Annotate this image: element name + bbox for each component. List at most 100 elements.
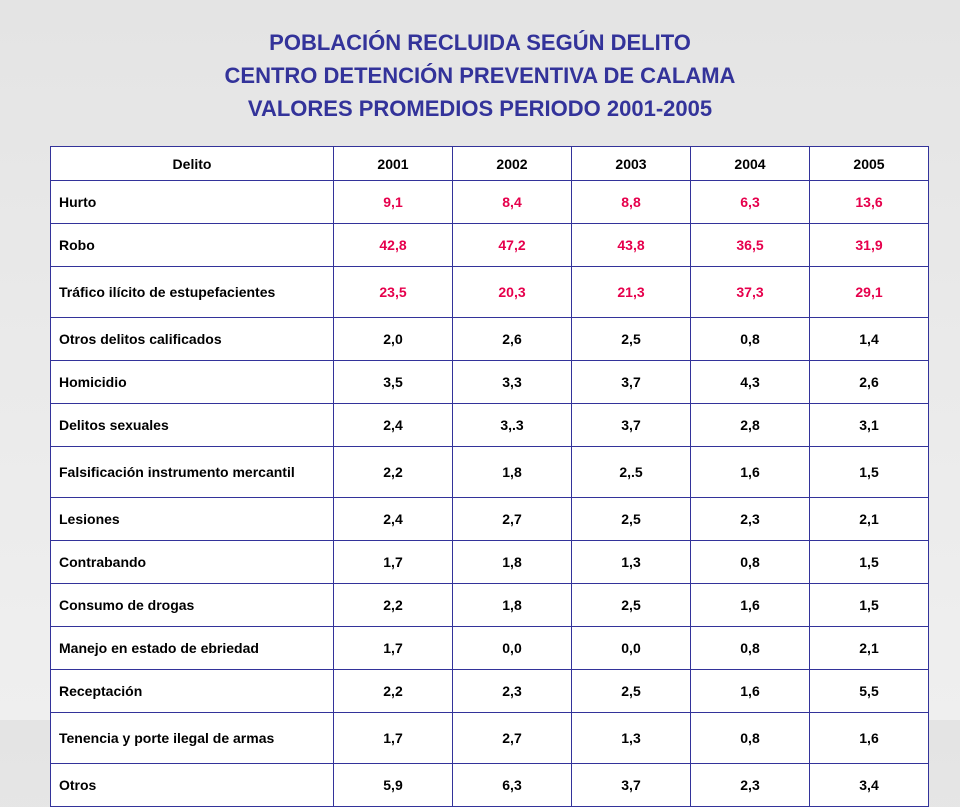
cell-value: 3,4 [809, 763, 929, 807]
table-row: Lesiones 2,4 2,7 2,5 2,3 2,1 [50, 497, 929, 541]
cell-value: 2,2 [333, 669, 453, 713]
cell-value: 2,5 [571, 669, 691, 713]
row-label: Homicidio [50, 360, 334, 404]
cell-value: 2,3 [690, 763, 810, 807]
row-label: Otros [50, 763, 334, 807]
table-row: Robo 42,8 47,2 43,8 36,5 31,9 [50, 223, 929, 267]
cell-value: 3,3 [452, 360, 572, 404]
cell-value: 1,3 [571, 540, 691, 584]
cell-value: 1,6 [690, 446, 810, 498]
row-label: Otros delitos calificados [50, 317, 334, 361]
header-2004: 2004 [690, 146, 810, 181]
row-label: Lesiones [50, 497, 334, 541]
cell-value: 2,5 [571, 497, 691, 541]
row-label: Hurto [50, 180, 334, 224]
cell-value: 2,4 [333, 403, 453, 447]
row-label: Consumo de drogas [50, 583, 334, 627]
table-row: Delitos sexuales 2,4 3,.3 3,7 2,8 3,1 [50, 403, 929, 447]
cell-value: 4,3 [690, 360, 810, 404]
header-2005: 2005 [809, 146, 929, 181]
table-row: Tenencia y porte ilegal de armas 1,7 2,7 1,… [50, 712, 929, 764]
cell-value: 0,0 [452, 626, 572, 670]
cell-value: 1,6 [809, 712, 929, 764]
cell-value: 43,8 [571, 223, 691, 267]
table-row: Falsificación instrumento mercantil 2,2 1,… [50, 446, 929, 498]
cell-value: 2,5 [571, 317, 691, 361]
header-2001: 2001 [333, 146, 453, 181]
cell-value: 1,8 [452, 540, 572, 584]
title-line-3: VALORES PROMEDIOS PERIODO 2001-2005 [247, 96, 713, 121]
cell-value: 2,5 [571, 583, 691, 627]
cell-value: 47,2 [452, 223, 572, 267]
row-label: Tenencia y porte ilegal de armas [50, 712, 334, 764]
cell-value: 23,5 [333, 266, 453, 318]
cell-value: 42,8 [333, 223, 453, 267]
cell-value: 6,3 [452, 763, 572, 807]
cell-value: 0,8 [690, 712, 810, 764]
cell-value: 8,4 [452, 180, 572, 224]
cell-value: 6,3 [690, 180, 810, 224]
cell-value: 9,1 [333, 180, 453, 224]
row-label: Manejo en estado de ebriedad [50, 626, 334, 670]
row-label: Contrabando [50, 540, 334, 584]
cell-value: 2,3 [452, 669, 572, 713]
cell-value: 1,4 [809, 317, 929, 361]
cell-value: 1,5 [809, 446, 929, 498]
header-2003: 2003 [571, 146, 691, 181]
cell-value: 36,5 [690, 223, 810, 267]
cell-value: 2,7 [452, 712, 572, 764]
cell-value: 1,5 [809, 540, 929, 584]
cell-value: 3,7 [571, 763, 691, 807]
cell-value: 2,6 [452, 317, 572, 361]
cell-value: 2,.5 [571, 446, 691, 498]
cell-value: 0,8 [690, 626, 810, 670]
cell-value: 0,0 [571, 626, 691, 670]
cell-value: 1,7 [333, 626, 453, 670]
cell-value: 2,0 [333, 317, 453, 361]
table-row: Otros delitos calificados 2,0 2,6 2,5 0,8 1,4 [50, 317, 929, 361]
table-row: Hurto 9,1 8,4 8,8 6,3 13,6 [50, 180, 929, 224]
crime-table: Delito 2001 2002 2003 2004 2005 Hurto 9,1… [50, 146, 929, 807]
cell-value: 8,8 [571, 180, 691, 224]
cell-value: 2,1 [809, 497, 929, 541]
cell-value: 1,5 [809, 583, 929, 627]
slide-title: POBLACIÓN RECLUIDA SEGÚN DELITO CENTRO D… [0, 26, 960, 125]
cell-value: 2,3 [690, 497, 810, 541]
title-line-1: POBLACIÓN RECLUIDA SEGÚN DELITO [269, 30, 691, 55]
table-row: Manejo en estado de ebriedad 1,7 0,0 0,0 0,8… [50, 626, 929, 670]
table-row: Receptación 2,2 2,3 2,5 1,6 5,5 [50, 669, 929, 713]
cell-value: 1,8 [452, 583, 572, 627]
cell-value: 1,7 [333, 540, 453, 584]
header-2002: 2002 [452, 146, 572, 181]
cell-value: 2,8 [690, 403, 810, 447]
cell-value: 3,5 [333, 360, 453, 404]
cell-value: 2,2 [333, 446, 453, 498]
cell-value: 29,1 [809, 266, 929, 318]
cell-value: 3,.3 [452, 403, 572, 447]
cell-value: 1,7 [333, 712, 453, 764]
cell-value: 3,7 [571, 403, 691, 447]
table-row: Tráfico ilícito de estupefacientes 23,5 20… [50, 266, 929, 318]
row-label: Receptación [50, 669, 334, 713]
row-label: Tráfico ilícito de estupefacientes [50, 266, 334, 318]
row-label: Robo [50, 223, 334, 267]
cell-value: 21,3 [571, 266, 691, 318]
row-label: Falsificación instrumento mercantil [50, 446, 334, 498]
table-row: Homicidio 3,5 3,3 3,7 4,3 2,6 [50, 360, 929, 404]
cell-value: 2,4 [333, 497, 453, 541]
table-row: Otros 5,9 6,3 3,7 2,3 3,4 [50, 763, 929, 807]
cell-value: 2,1 [809, 626, 929, 670]
cell-value: 3,1 [809, 403, 929, 447]
cell-value: 1,6 [690, 669, 810, 713]
cell-value: 0,8 [690, 317, 810, 361]
cell-value: 2,6 [809, 360, 929, 404]
row-label: Delitos sexuales [50, 403, 334, 447]
header-delito: Delito [50, 146, 334, 181]
table-row: Contrabando 1,7 1,8 1,3 0,8 1,5 [50, 540, 929, 584]
cell-value: 1,3 [571, 712, 691, 764]
cell-value: 37,3 [690, 266, 810, 318]
table-header-row: Delito 2001 2002 2003 2004 2005 [50, 146, 929, 181]
cell-value: 1,6 [690, 583, 810, 627]
cell-value: 5,9 [333, 763, 453, 807]
cell-value: 13,6 [809, 180, 929, 224]
